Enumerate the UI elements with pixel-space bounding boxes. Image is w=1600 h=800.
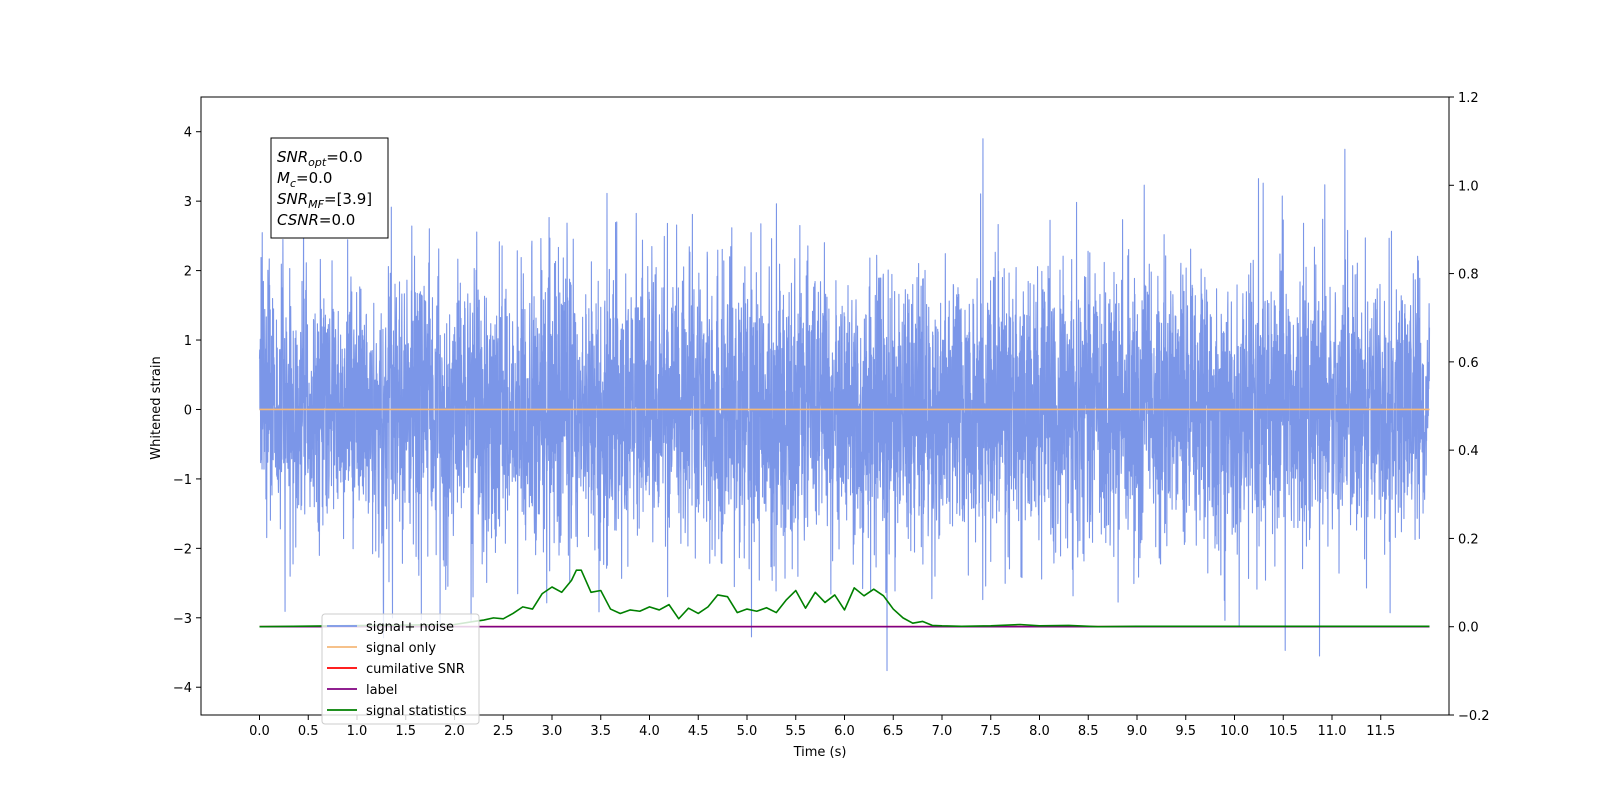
- axes: 0.0 0.5 1.0 1.5 2.0 2.5 3.0 3.5 4.0 4.5 5.0 5.5 6.0 6…: [173, 91, 1490, 739]
- x-tick-label: 3.5: [590, 724, 611, 739]
- y-tick-label: 1: [184, 334, 192, 349]
- series-line: [259, 569, 1430, 628]
- x-tick-label: 10.0: [1220, 724, 1249, 739]
- legend-label: signal only: [366, 641, 436, 656]
- x-tick-label: 1.0: [347, 724, 368, 739]
- y-tick-label: 0: [184, 403, 192, 418]
- y-tick-label: 2: [184, 265, 192, 280]
- x-tick-label: 8.5: [1078, 724, 1099, 739]
- y-right-tick-label: 0.2: [1458, 532, 1479, 547]
- y-right-tick-label: 0.6: [1458, 356, 1479, 371]
- x-tick-label: 5.0: [737, 724, 758, 739]
- x-tick-label: 7.5: [980, 724, 1001, 739]
- x-tick-label: 11.5: [1366, 724, 1395, 739]
- legend-label: signal statistics: [366, 704, 467, 719]
- x-tick-label: 4.5: [688, 724, 709, 739]
- y-axis-label: Whitened strain: [149, 356, 164, 459]
- annotation-frame: [270, 137, 389, 239]
- legend-label: signal+ noise: [366, 620, 454, 635]
- annotation-line: SNRopt=0.0: [277, 148, 363, 169]
- x-tick-label: 0.0: [249, 724, 270, 739]
- annotation-line: Mc=0.0: [277, 169, 332, 190]
- legend-label: label: [366, 683, 397, 698]
- y-right-tick-label: 0.8: [1458, 268, 1479, 283]
- x-tick-label: 2.5: [493, 724, 514, 739]
- x-tick-label: 5.5: [785, 724, 806, 739]
- x-tick-label: 9.0: [1127, 724, 1148, 739]
- x-tick-label: 11.0: [1318, 724, 1347, 739]
- x-tick-label: 10.5: [1269, 724, 1298, 739]
- annotation-line: SNRMF=[3.9]: [277, 190, 372, 211]
- y-tick-label: −2: [173, 542, 192, 557]
- x-tick-label: 7.0: [932, 724, 953, 739]
- x-tick-label: 9.5: [1175, 724, 1196, 739]
- x-tick-label: 1.5: [395, 724, 416, 739]
- x-tick-label: 4.0: [639, 724, 660, 739]
- y-right-tick-label: 1.2: [1458, 91, 1479, 106]
- x-tick-label: 2.0: [444, 724, 465, 739]
- annotation-line: CSNR=0.0: [277, 211, 355, 229]
- y-tick-label: 3: [184, 195, 192, 210]
- y-tick-label: −1: [173, 473, 192, 488]
- legend-label: cumilative SNR: [366, 662, 465, 677]
- plot-frame: [200, 96, 1450, 716]
- x-tick-label: 0.5: [298, 724, 319, 739]
- y-tick-label: −4: [173, 681, 192, 696]
- series-line: [258, 138, 1431, 672]
- x-axis-label: Time (s): [793, 745, 847, 760]
- x-tick-label: 6.0: [834, 724, 855, 739]
- x-tick-label: 3.0: [542, 724, 563, 739]
- x-tick-label: 6.5: [883, 724, 904, 739]
- y-right-tick-label: −0.2: [1458, 709, 1490, 724]
- y-right-tick-label: 0.0: [1458, 621, 1479, 636]
- y-tick-label: −3: [173, 612, 192, 627]
- y-right-tick-label: 0.4: [1458, 444, 1479, 459]
- x-tick-label: 8.0: [1029, 724, 1050, 739]
- y-right-tick-label: 1.0: [1458, 179, 1479, 194]
- legend: signal+ noise signal only cumilative SNR la…: [321, 613, 480, 725]
- y-tick-label: 4: [184, 126, 192, 141]
- legend-frame: [321, 613, 480, 725]
